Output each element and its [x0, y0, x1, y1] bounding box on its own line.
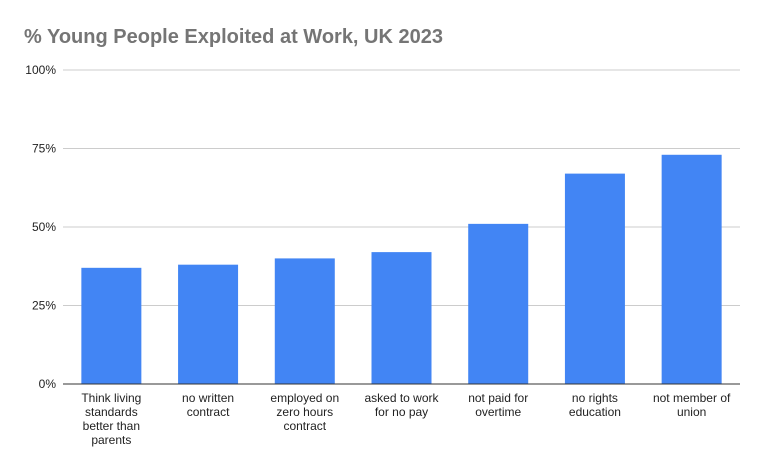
x-tick-label: no rights education — [569, 391, 621, 419]
bar-6 — [661, 154, 722, 384]
x-tick-label: employed on zero hours contract — [270, 391, 339, 433]
y-axis-tick-labels: 0% 25% 50% 75% 100% — [25, 63, 56, 391]
bar-3 — [371, 252, 432, 384]
bar-5 — [564, 173, 625, 384]
x-tick-label: no written contract — [182, 391, 234, 419]
x-tick-label: asked to work for no pay — [364, 391, 439, 419]
bar-4 — [468, 223, 529, 384]
x-tick-label: not member of union — [653, 391, 731, 419]
y-tick-label: 50% — [32, 220, 56, 234]
x-axis-category-labels: Think living standards better than parents n… — [81, 391, 731, 447]
y-tick-label: 100% — [25, 63, 56, 77]
bars — [81, 154, 722, 384]
y-tick-label: 0% — [39, 377, 57, 391]
bar-0 — [81, 267, 142, 384]
bar-2 — [274, 258, 335, 384]
x-tick-label: Think living standards better than parents — [81, 391, 141, 447]
y-tick-label: 25% — [32, 299, 56, 313]
chart-title: % Young People Exploited at Work, UK 202… — [24, 26, 443, 48]
x-tick-label: not paid for overtime — [468, 391, 528, 419]
bar-1 — [178, 264, 239, 384]
y-tick-label: 75% — [32, 142, 56, 156]
